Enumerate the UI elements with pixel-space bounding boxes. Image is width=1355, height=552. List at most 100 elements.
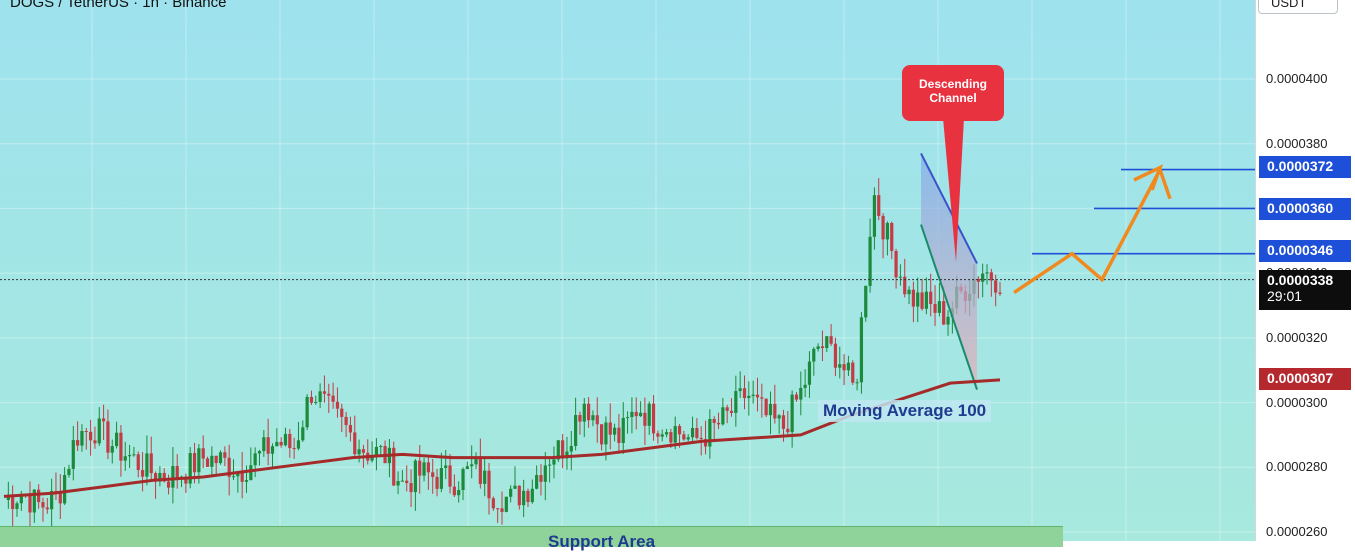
price-tick-label: 0.0000260 <box>1266 524 1328 539</box>
candle-down <box>561 440 565 459</box>
candle-down <box>175 466 179 479</box>
support-area-zone <box>0 526 1063 547</box>
candle-down <box>842 364 846 371</box>
candle-up <box>799 387 803 400</box>
overlays <box>0 118 1256 498</box>
candle-up <box>864 285 868 318</box>
candle-up <box>734 391 738 413</box>
candle-up <box>504 496 508 512</box>
candle-down <box>162 472 166 482</box>
candle-up <box>812 348 816 362</box>
candle-up <box>63 475 67 504</box>
candle-down <box>11 496 15 509</box>
descending-channel-callout: Descending Channel <box>902 65 1004 121</box>
candle-up <box>19 495 23 504</box>
candle-down <box>994 280 998 293</box>
candle-up <box>825 336 829 349</box>
candle-down <box>517 485 521 506</box>
candle-down <box>890 222 894 252</box>
candle-down <box>58 492 62 504</box>
candle-up <box>738 388 742 392</box>
candle-down <box>617 427 621 443</box>
candle-down <box>491 498 495 509</box>
candle-up <box>439 467 443 489</box>
candle-up <box>924 291 928 309</box>
projection-path <box>1013 165 1172 295</box>
candle-up <box>145 453 149 477</box>
current-price-value: 0.0000338 <box>1267 272 1334 288</box>
candle-up <box>218 452 223 464</box>
candle-up <box>885 222 890 240</box>
candle-up <box>625 417 630 419</box>
candle-up <box>110 446 114 453</box>
candle-down <box>500 508 504 512</box>
candle-down <box>227 457 231 477</box>
candle-down <box>106 421 110 453</box>
candle-up <box>751 394 755 396</box>
candle-down <box>643 412 647 426</box>
price-tick-label: 0.0000300 <box>1266 394 1328 410</box>
candle-down <box>266 437 270 454</box>
candle-up <box>457 490 461 496</box>
candle-up <box>898 276 902 278</box>
currency-button[interactable]: USDT <box>1258 0 1338 14</box>
candle-up <box>803 384 807 388</box>
price-tick-label: 0.0000380 <box>1266 135 1328 151</box>
candle-down <box>140 470 145 477</box>
candle-up <box>97 418 101 444</box>
candle-down <box>526 490 530 503</box>
candle-down <box>409 483 413 493</box>
channel-upper-line <box>920 152 978 264</box>
candle-down <box>725 407 729 411</box>
candle-countdown: 29:01 <box>1267 288 1303 304</box>
candle-up <box>275 441 279 447</box>
candle-up <box>318 391 322 402</box>
candle-down <box>755 394 760 398</box>
candle-down <box>794 394 799 400</box>
candle-up <box>296 440 301 449</box>
candle-down <box>851 362 855 383</box>
candle-down <box>405 480 409 484</box>
candle-up <box>838 364 842 368</box>
candle-up <box>474 457 478 465</box>
candle-up <box>513 485 517 489</box>
target-1-tag: 0.0000346 <box>1259 240 1351 262</box>
candle-up <box>721 407 725 425</box>
candle-up <box>396 481 400 486</box>
candle-up <box>846 362 851 371</box>
candle-down <box>119 432 123 461</box>
candle-down <box>184 476 188 484</box>
candle-down <box>89 431 93 441</box>
candle-up <box>50 490 54 510</box>
candle-down <box>322 391 327 394</box>
candle-down <box>344 416 348 426</box>
candle-up <box>816 346 820 349</box>
candle-up <box>114 432 119 447</box>
candle-down <box>712 418 716 423</box>
candle-up <box>690 428 695 438</box>
candle-down <box>223 452 227 458</box>
candles <box>6 178 1002 529</box>
candle-down <box>84 431 88 433</box>
callout-pointer <box>943 118 964 262</box>
candle-up <box>509 488 513 497</box>
candle-down <box>418 460 422 476</box>
gridlines <box>0 0 1255 541</box>
candle-up <box>981 273 985 282</box>
candle-up <box>859 317 864 383</box>
candle-up <box>807 361 812 385</box>
candle-up <box>565 451 569 459</box>
candle-down <box>773 403 777 419</box>
support-area-label: Support Area <box>548 532 656 551</box>
candle-down <box>37 489 41 503</box>
candle-up <box>132 454 136 456</box>
candle-down <box>136 454 140 471</box>
candle-down <box>292 448 296 450</box>
candle-down <box>669 432 673 443</box>
candle-down <box>452 486 456 496</box>
candle-up <box>422 462 426 476</box>
candle-up <box>15 503 19 509</box>
candle-down <box>309 396 314 403</box>
